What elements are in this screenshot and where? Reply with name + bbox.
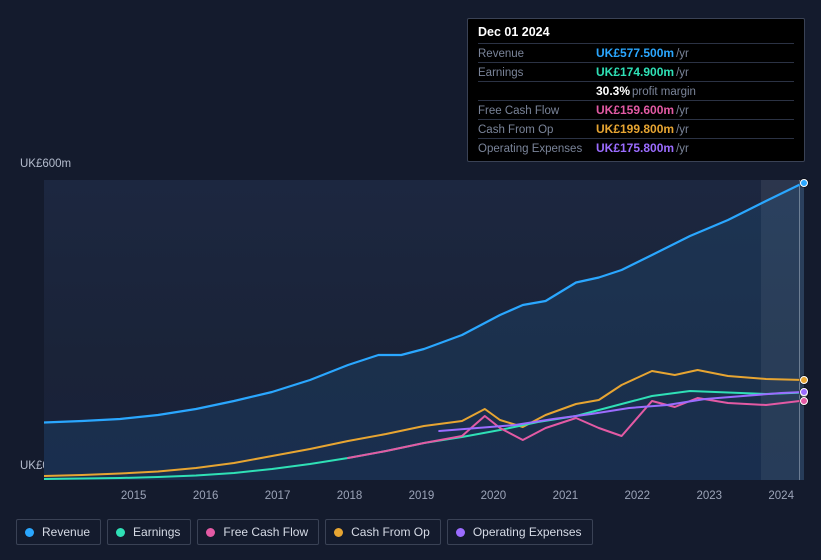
series-end-marker-cash_from_op xyxy=(800,376,808,384)
x-axis-label: 2017 xyxy=(265,490,291,502)
legend-label: Free Cash Flow xyxy=(223,525,308,539)
tooltip-row: Operating ExpensesUK£175.800m /yr xyxy=(478,138,794,157)
tooltip-row-suffix: /yr xyxy=(676,143,689,155)
plot-area[interactable] xyxy=(44,180,804,480)
x-axis-label: 2022 xyxy=(625,490,651,502)
series-end-marker-operating_expenses xyxy=(800,388,808,396)
tooltip-row-suffix: /yr xyxy=(676,67,689,79)
tooltip-row-label: Free Cash Flow xyxy=(478,105,596,117)
x-axis-label: 2016 xyxy=(193,490,219,502)
legend-label: Cash From Op xyxy=(351,525,430,539)
x-axis-label: 2023 xyxy=(696,490,722,502)
tooltip-date: Dec 01 2024 xyxy=(478,25,794,43)
chart-tooltip: Dec 01 2024 RevenueUK£577.500m /yrEarnin… xyxy=(467,18,805,162)
x-axis-label: 2018 xyxy=(337,490,363,502)
x-axis-label: 2024 xyxy=(768,490,794,502)
legend-swatch xyxy=(334,528,343,537)
legend-item-operating_expenses[interactable]: Operating Expenses xyxy=(447,519,593,545)
legend-item-earnings[interactable]: Earnings xyxy=(107,519,191,545)
legend-label: Operating Expenses xyxy=(473,525,582,539)
series-end-marker-free_cash_flow xyxy=(800,397,808,405)
x-axis-label: 2021 xyxy=(553,490,579,502)
tooltip-row-label: Revenue xyxy=(478,48,596,60)
tooltip-row-value: UK£175.800m xyxy=(596,141,674,155)
tooltip-row-suffix: /yr xyxy=(676,105,689,117)
x-axis: 2015 2016 2017 2018 2019 2020 2021 2022 2023 2024 xyxy=(44,482,804,502)
tooltip-row-label: Operating Expenses xyxy=(478,143,596,155)
tooltip-row: Cash From OpUK£199.800m /yr xyxy=(478,119,794,138)
tooltip-row-label: Cash From Op xyxy=(478,124,596,136)
legend-item-cash_from_op[interactable]: Cash From Op xyxy=(325,519,441,545)
y-axis-label: UK£600m xyxy=(20,158,71,170)
tooltip-row: Free Cash FlowUK£159.600m /yr xyxy=(478,100,794,119)
lines-layer xyxy=(44,180,804,480)
tooltip-row-suffix: /yr xyxy=(676,48,689,60)
series-end-marker-revenue xyxy=(800,179,808,187)
tooltip-row-suffix: /yr xyxy=(676,124,689,136)
tooltip-note-text: profit margin xyxy=(632,86,696,98)
legend-label: Earnings xyxy=(133,525,180,539)
tooltip-row-value: UK£199.800m xyxy=(596,122,674,136)
tooltip-row-value: UK£159.600m xyxy=(596,103,674,117)
legend-swatch xyxy=(25,528,34,537)
tooltip-row: EarningsUK£174.900m /yr xyxy=(478,62,794,81)
legend-item-free_cash_flow[interactable]: Free Cash Flow xyxy=(197,519,319,545)
tooltip-row-value: UK£577.500m xyxy=(596,46,674,60)
tooltip-note-value: 30.3% xyxy=(596,84,630,98)
tooltip-row-value: UK£174.900m xyxy=(596,65,674,79)
x-axis-label: 2019 xyxy=(409,490,435,502)
legend-label: Revenue xyxy=(42,525,90,539)
legend-item-revenue[interactable]: Revenue xyxy=(16,519,101,545)
legend-swatch xyxy=(456,528,465,537)
x-axis-label: 2020 xyxy=(481,490,507,502)
legend-swatch xyxy=(206,528,215,537)
tooltip-row: RevenueUK£577.500m /yr xyxy=(478,43,794,62)
tooltip-row: 30.3% profit margin xyxy=(478,81,794,100)
series-fill-revenue xyxy=(44,183,804,481)
tooltip-row-label: Earnings xyxy=(478,67,596,79)
legend-swatch xyxy=(116,528,125,537)
chart-legend: Revenue Earnings Free Cash Flow Cash From O… xyxy=(16,519,593,545)
x-axis-label: 2015 xyxy=(121,490,147,502)
